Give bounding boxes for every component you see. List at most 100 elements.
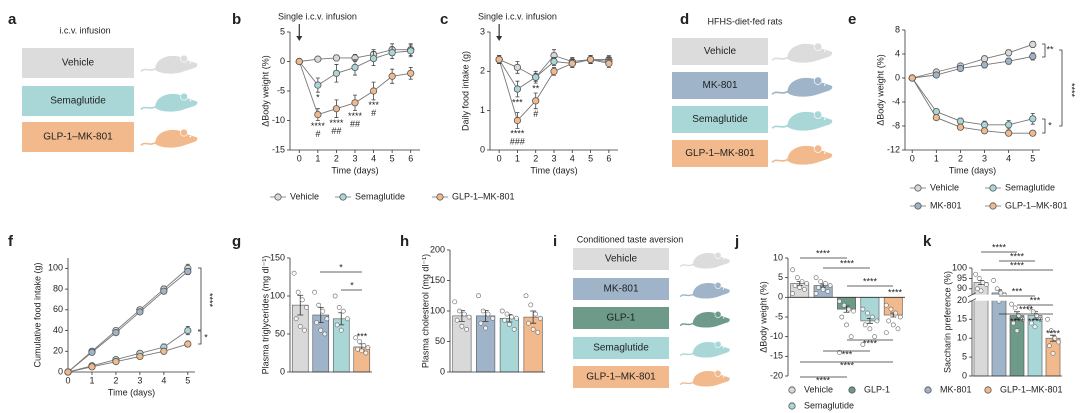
y-tick-label: -5 — [277, 85, 285, 95]
individual-point — [1048, 328, 1054, 334]
y-tick-label: 2 — [480, 66, 485, 76]
individual-point — [365, 345, 371, 351]
individual-point — [297, 323, 303, 329]
individual-point — [837, 298, 842, 304]
data-point — [295, 57, 303, 66]
individual-point — [1052, 335, 1058, 341]
group-label: MK-801 — [603, 284, 638, 295]
individual-point — [332, 293, 338, 299]
y-tick-label: -15 — [272, 144, 285, 154]
x-tick-label: 1 — [315, 153, 320, 163]
significance-label: *** — [842, 349, 853, 359]
y-axis-label: Cumulative food intake (g) — [32, 262, 42, 367]
individual-point — [790, 290, 796, 296]
rat-ear — [714, 310, 722, 318]
data-point — [88, 363, 96, 371]
significance-label: **** — [1010, 316, 1025, 326]
x-tick-label: 1 — [89, 375, 94, 385]
individual-point — [860, 342, 866, 347]
y-tick-label: 5 — [962, 351, 967, 361]
individual-point — [324, 316, 330, 322]
rat-body — [787, 111, 833, 131]
individual-point — [844, 322, 849, 328]
significance-label: **** — [348, 111, 363, 121]
rat-tail — [771, 56, 790, 61]
individual-point — [525, 320, 531, 326]
rat-eye — [722, 288, 725, 290]
individual-point — [890, 322, 896, 328]
individual-point — [975, 286, 980, 292]
panel-letter: h — [400, 233, 409, 250]
individual-point — [318, 327, 324, 333]
significance-label: * — [204, 332, 208, 342]
data-point — [550, 67, 558, 75]
individual-point — [1029, 320, 1034, 326]
significance-label: **** — [863, 276, 878, 286]
data-point — [314, 81, 322, 89]
rat-ear — [180, 128, 188, 137]
y-tick-label: -20 — [770, 370, 783, 380]
group-box — [573, 337, 669, 359]
y-tick-label: 100 — [430, 305, 445, 315]
rat-eye — [823, 118, 826, 120]
rat-tail — [679, 352, 695, 357]
group-box — [573, 278, 669, 300]
individual-point — [340, 308, 346, 314]
group-box — [672, 38, 768, 65]
data-point — [332, 105, 341, 113]
data-point — [112, 358, 120, 366]
individual-point — [794, 275, 800, 281]
legend-label: Semaglutide — [1005, 182, 1055, 192]
data-point — [980, 121, 989, 129]
rat-tail — [771, 158, 790, 163]
group-label: Semaglutide — [593, 343, 649, 354]
group-box — [672, 106, 768, 133]
legend-label: GLP-1–MK-801 — [452, 191, 515, 201]
data-point — [532, 97, 540, 105]
rat-icon — [140, 92, 198, 112]
y-tick-label: 50 — [275, 328, 285, 338]
y-axis-label: Daily food intake (g) — [460, 51, 470, 131]
legend-label: Vehicle — [804, 384, 833, 394]
legend-marker — [914, 202, 922, 210]
group-label: GLP-1 — [607, 313, 636, 324]
individual-point — [1011, 320, 1016, 326]
panel-letter: c — [440, 11, 448, 28]
y-tick-label: -15 — [770, 351, 783, 361]
data-point — [513, 63, 522, 72]
individual-point — [514, 315, 519, 321]
bracket — [1059, 49, 1063, 127]
individual-point — [461, 311, 467, 317]
rat-eye — [722, 258, 725, 260]
panel-letter: k — [923, 233, 932, 250]
legend-marker — [436, 193, 444, 201]
data-point — [64, 368, 72, 376]
rat-eye — [823, 50, 826, 52]
y-tick-label: 20 — [957, 295, 967, 305]
individual-point — [338, 327, 344, 333]
group-box — [22, 86, 134, 116]
y-tick-label: 1 — [480, 105, 485, 115]
y-axis-label: Saccharin preference (%) — [942, 271, 952, 373]
individual-point — [980, 280, 986, 285]
data-point — [1029, 52, 1037, 61]
significance-label: **** — [1010, 251, 1025, 261]
data-point — [1005, 49, 1013, 57]
individual-point — [299, 297, 305, 303]
data-point — [332, 54, 341, 62]
individual-point — [334, 322, 340, 328]
bar — [523, 316, 543, 373]
rat-ear — [813, 76, 823, 85]
rat-icon — [679, 251, 730, 269]
x-tick-label: 4 — [1006, 153, 1011, 163]
individual-point — [344, 316, 350, 322]
group-label: Semaglutide — [50, 96, 106, 107]
significance-label: ### — [510, 137, 525, 147]
legend-marker — [984, 386, 992, 394]
individual-point — [485, 311, 491, 317]
individual-point — [535, 329, 541, 335]
legend-label: MK-801 — [940, 384, 972, 394]
group-box — [672, 72, 768, 99]
x-tick-label: 0 — [497, 153, 502, 163]
individual-point — [483, 325, 489, 331]
